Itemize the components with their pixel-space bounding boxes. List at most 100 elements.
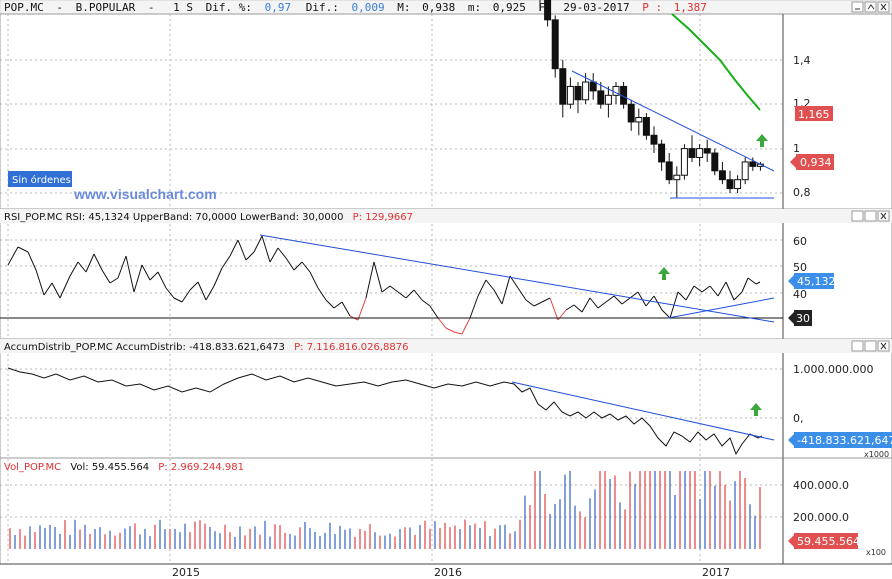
chevron-up-icon (867, 4, 875, 10)
header-ticker: POP.MC (4, 1, 44, 14)
rsi-maximize-button[interactable] (864, 210, 877, 222)
rsi-line-segment (245, 251, 255, 261)
rsi-tick-2: 40 (793, 288, 807, 301)
rsi-line-segment (533, 301, 543, 307)
x-label-2016: 2016 (434, 566, 462, 579)
rsi-line-segment (35, 269, 45, 296)
rsi-line-segment (437, 317, 447, 329)
price-candle (741, 161, 749, 181)
rsi-line-segment (325, 299, 335, 309)
rsi-line-segment (173, 297, 183, 303)
order-badge-text: Sin órdenes (12, 174, 71, 186)
rsi-line-segment (685, 285, 695, 301)
price-candle (718, 170, 726, 181)
header-min: 0,925 (493, 1, 526, 14)
price-ma-badge-text: 1,165 (798, 108, 830, 121)
rsi-panel: RSI_POP.MC RSI: 45,1324 UpperBand: 70,00… (0, 208, 892, 340)
header-name: B.POPULAR (76, 1, 136, 14)
price-ma-badge: 1,165 (795, 106, 833, 121)
rsi-line-segment (189, 281, 199, 291)
minimize-button[interactable] (851, 1, 864, 13)
volume-bars (9, 471, 761, 549)
rsi-tick-0: 60 (793, 235, 807, 248)
rsi-line-segment (747, 277, 757, 285)
panel-controls (851, 340, 890, 352)
ad-y-ticks: 1.000.000.000 0, (793, 363, 873, 425)
rsi-uptrend-line (667, 297, 775, 319)
rsi-line-segment (485, 279, 495, 291)
svg-text:POP.MC - B.POPULAR: POP.MC - B.POPULAR - 1 S Dif. %: 0,97 Di… (4, 1, 707, 14)
rsi-line-segment (755, 281, 761, 285)
rsi-line-segment (309, 271, 319, 289)
ad-last-badge: -418.833.621,647 (788, 432, 892, 448)
price-candle (604, 94, 612, 105)
ad-line (7, 367, 763, 456)
ad-tick-0: 1.000.000.000 (793, 363, 873, 376)
vol-last-badge: 59.455.564 (788, 533, 860, 549)
header-dif-pct-label: Dif. %: (206, 1, 252, 14)
price-candle (559, 68, 567, 105)
price-candle (566, 85, 574, 105)
price-candle (711, 152, 719, 172)
ad-maximize-button[interactable] (864, 340, 877, 352)
rsi-line-segment (589, 297, 599, 309)
price-resistance-line (571, 70, 775, 172)
rsi-lower-badge: 30 (788, 310, 812, 326)
rsi-line-segment (405, 289, 415, 299)
ad-minimize-button[interactable] (851, 340, 864, 352)
rsi-minimize-button[interactable] (851, 210, 864, 222)
rsi-line-segment (541, 297, 551, 303)
vol-y-ticks: 400.000.0 200.000.0 (793, 479, 849, 524)
rsi-line-segment (717, 281, 727, 297)
price-last-badge-text: 0,934 (800, 156, 832, 169)
rsi-line-segment (269, 247, 279, 263)
rsi-line-segment (389, 285, 399, 293)
header-bar: POP.MC - B.POPULAR - 1 S Dif. %: 0,97 Di… (0, 0, 892, 15)
rsi-line-segment (605, 295, 615, 303)
rsi-line-segment (525, 299, 535, 307)
price-candle (642, 117, 650, 136)
rsi-line-segment (7, 246, 19, 266)
rsi-line-segment (51, 282, 61, 299)
rsi-p: P: 129,9667 (353, 212, 413, 223)
rsi-line-segment (493, 289, 503, 305)
close-icon (880, 212, 887, 220)
rsi-line-segment (213, 267, 223, 287)
rsi-line-segment (701, 285, 711, 293)
rsi-line-segment (117, 255, 127, 279)
vol-last-badge-text: 59.455.564 (797, 535, 860, 548)
header-price: 1,387 (674, 1, 707, 14)
vol-p: P: 2.969.244.981 (158, 462, 244, 473)
rsi-line-segment (573, 304, 583, 313)
rsi-line-segment (27, 251, 37, 271)
vol-tick-0: 400.000.0 (793, 479, 849, 492)
rsi-line-segment (381, 285, 391, 293)
svg-text:RSI_POP.MC RSI: 45,1324 UpperB: RSI_POP.MC RSI: 45,1324 UpperBand: 70,00… (4, 212, 413, 223)
rsi-line-segment (93, 253, 103, 271)
rsi-line-segment (709, 285, 719, 297)
rsi-line-segment (477, 279, 487, 297)
price-candle (703, 148, 711, 154)
rsi-tick-1: 50 (793, 261, 807, 274)
rsi-line-segment (253, 235, 263, 253)
price-candle (696, 148, 704, 158)
price-candles (539, 0, 764, 198)
rsi-series (0, 234, 783, 335)
rsi-line-segment (17, 246, 29, 253)
header-price-label: P : (642, 1, 662, 14)
rsi-line-segment (109, 277, 119, 284)
rsi-line-segment (43, 282, 53, 296)
order-badge[interactable]: Sin órdenes (8, 171, 72, 187)
rsi-line-segment (101, 269, 111, 284)
ad-panel: AccumDistrib_POP.MC AccumDistrib: -418.8… (0, 338, 892, 459)
rsi-line-segment (637, 291, 647, 307)
volume-panel: Vol_POP.MC Vol: 59.455.564 P: 2.969.244.… (0, 457, 892, 565)
rsi-line-segment (333, 301, 343, 309)
rsi-line-segment (597, 301, 607, 309)
maximize-button[interactable] (864, 1, 877, 13)
watermark: www.visualchart.com (73, 186, 217, 202)
rsi-line-segment (565, 304, 575, 311)
rsi-line-segment (453, 331, 463, 335)
price-candle (749, 161, 757, 167)
rsi-line-segment (261, 235, 271, 263)
